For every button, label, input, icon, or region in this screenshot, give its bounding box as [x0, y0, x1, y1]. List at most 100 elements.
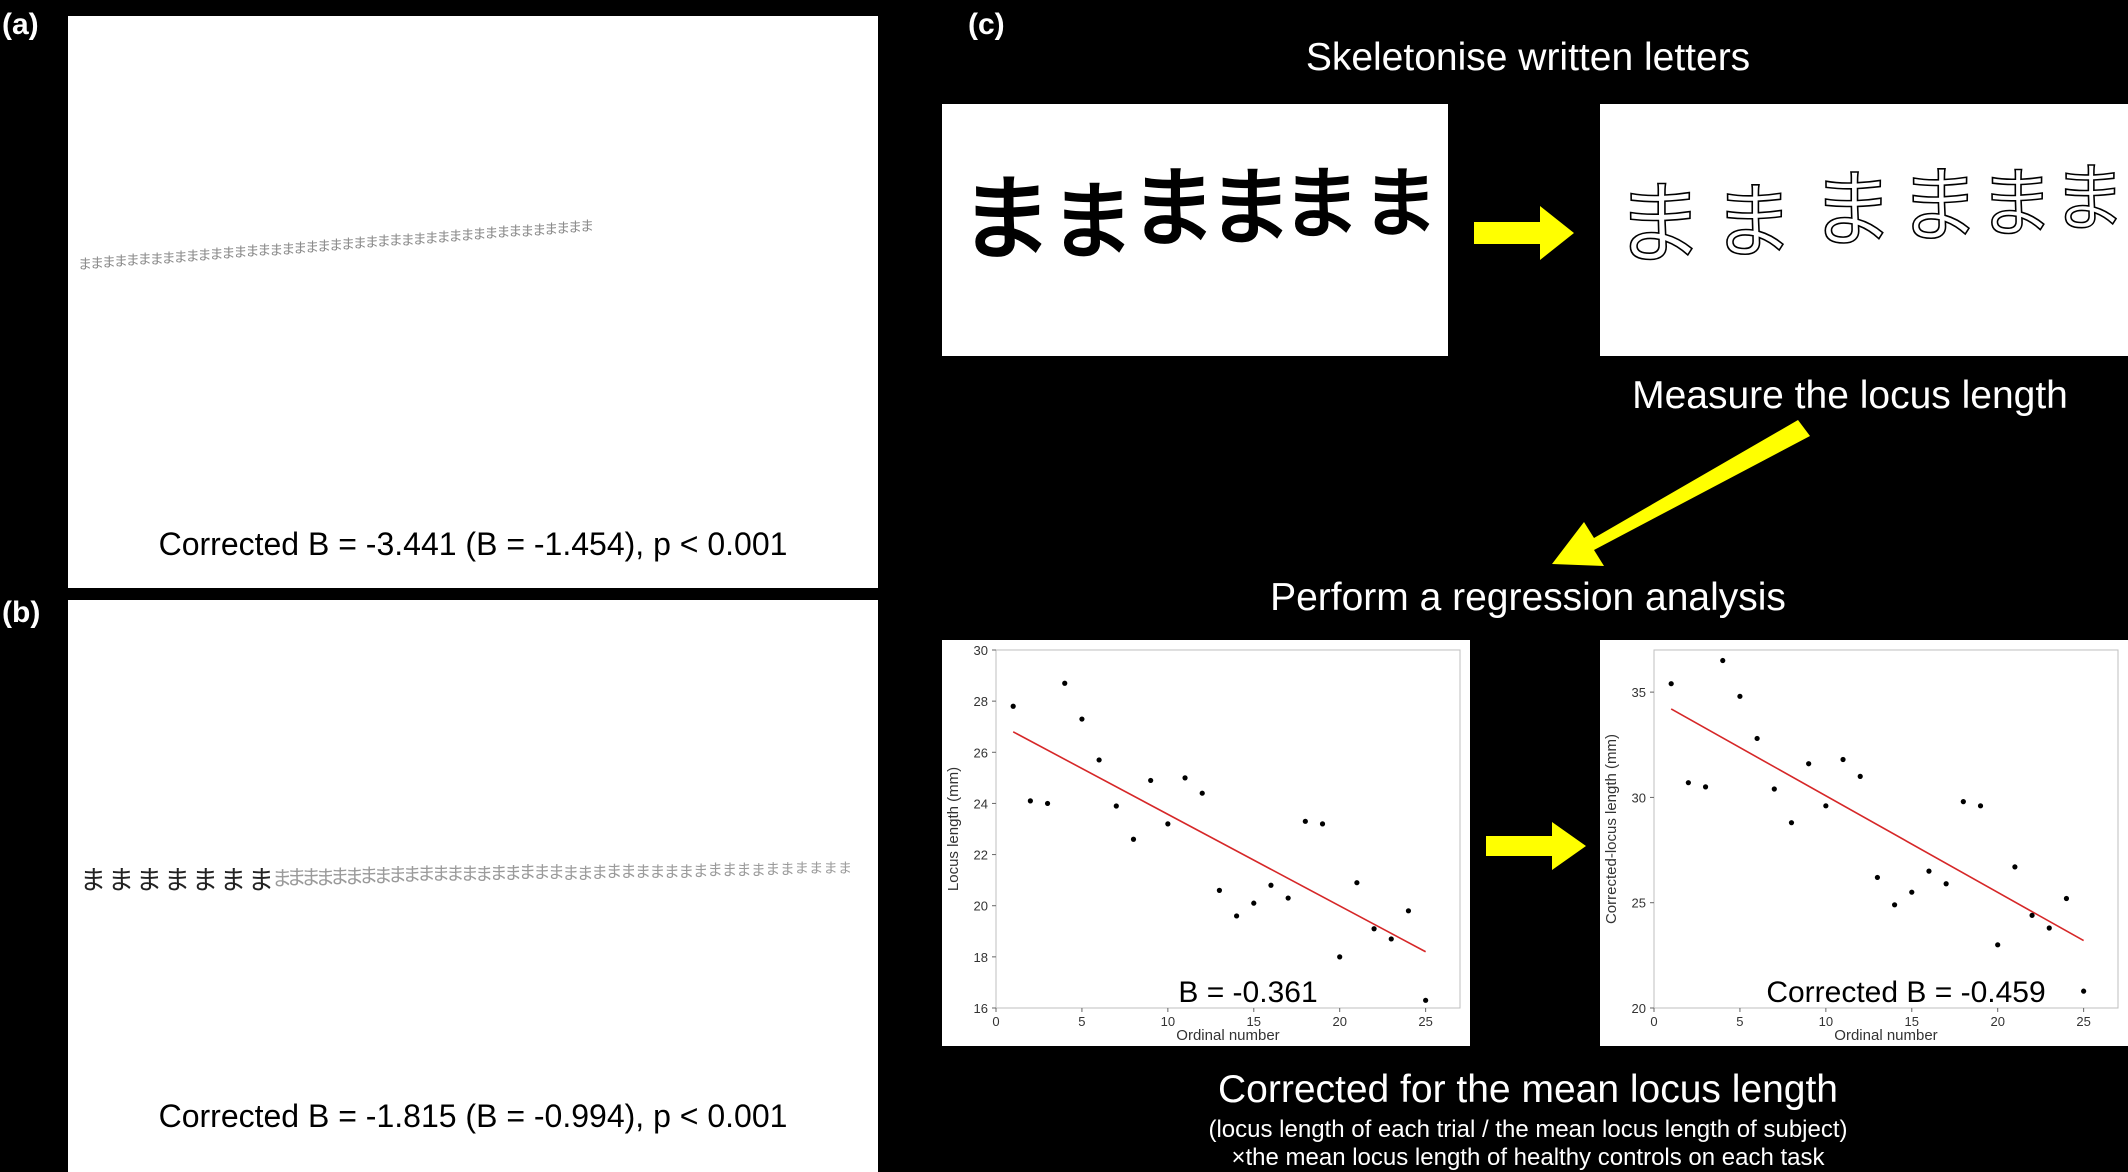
handwritten-glyph: ま — [568, 219, 583, 236]
panel-b-caption: Corrected B = -1.815 (B = -0.994), p < 0… — [158, 1098, 788, 1134]
data-point — [1285, 895, 1291, 901]
data-point — [1096, 757, 1102, 763]
plot-frame — [1653, 649, 2119, 1009]
y-tick-label: 30 — [1632, 790, 1646, 805]
data-point — [1806, 761, 1812, 767]
written-glyph: ま — [1208, 159, 1293, 257]
regression-line — [1670, 708, 2085, 942]
handwritten-glyph: ま — [359, 865, 379, 888]
step3-title: Perform a regression analysis — [1270, 576, 1786, 619]
x-tick-label: 15 — [1247, 1014, 1261, 1029]
handwritten-glyph: ま — [352, 236, 367, 253]
handwritten-glyph: ま — [78, 257, 92, 273]
data-point — [1840, 756, 1846, 763]
data-point — [1668, 681, 1674, 687]
step4-note-line1: (locus length of each trial / the mean l… — [1208, 1116, 1848, 1143]
data-point — [1995, 942, 2001, 948]
handwritten-glyph: ま — [533, 863, 551, 884]
handwritten-glyph: ま — [301, 865, 321, 889]
x-tick-label: 20 — [1332, 1014, 1346, 1029]
chart-background — [942, 640, 1470, 1046]
panel-c-label: (c) — [968, 8, 1005, 41]
handwritten-glyph: ま — [388, 864, 407, 886]
data-point — [1720, 657, 1726, 664]
handwritten-glyph: ま — [489, 863, 508, 884]
handwritten-glyph: ま — [484, 226, 499, 243]
y-tick-label: 30 — [974, 643, 988, 658]
data-point — [1702, 784, 1709, 790]
y-tick-label: 20 — [1632, 1001, 1646, 1016]
panel-b-label: (b) — [2, 596, 41, 629]
x-axis-label: Ordinal number — [1176, 1027, 1279, 1044]
skeleton-letters-image: まままままま — [1600, 104, 2128, 356]
handwritten-glyph: ま — [448, 228, 463, 245]
handwritten-glyph: ま — [605, 862, 623, 882]
panel-a-image: まままままままままままままままままままままままままままままままままままままままま… — [68, 16, 878, 588]
corrected-locus-length-chart: 0 5 10 15 20 25 20 25 30 35 Ordinal number Correcte… — [1600, 640, 2128, 1046]
handwritten-glyph: ま — [838, 861, 852, 877]
handwritten-glyph: ま — [364, 235, 379, 252]
y-tick-label: 35 — [1632, 685, 1646, 700]
data-point — [1371, 926, 1377, 932]
handwritten-glyph: ま — [678, 861, 695, 881]
handwritten-glyph: ま — [137, 252, 152, 269]
handwritten-glyph: ま — [149, 251, 164, 268]
data-point — [1113, 803, 1119, 809]
arrow-diagonal-icon — [1552, 420, 1810, 566]
data-point — [1302, 818, 1308, 824]
step4-title: Corrected for the mean locus length — [1217, 1068, 1838, 1111]
skeleton-glyph: ま — [2051, 156, 2127, 242]
plot-frame — [995, 649, 1461, 1009]
x-tick-label: 25 — [2076, 1014, 2090, 1029]
x-tick-label: 10 — [1819, 1014, 1833, 1029]
data-point — [1148, 777, 1154, 784]
handwriting-row-b: まままままままままままままままままままままままままままままままままままままままま… — [68, 600, 878, 1172]
step2-title: Measure the locus length — [1632, 374, 2068, 417]
handwritten-glyph: ま — [233, 245, 248, 262]
data-point — [1823, 803, 1829, 809]
handwriting-row-a: まままままままままままままままままままままままままままままままままままままままま… — [68, 16, 878, 588]
handwritten-glyph: ま — [707, 861, 723, 880]
x-tick-label: 10 — [1161, 1014, 1175, 1029]
data-point — [2046, 925, 2052, 931]
data-point — [1926, 868, 1932, 874]
written-glyph: ま — [1130, 159, 1216, 259]
handwritten-glyph: ま — [257, 243, 272, 260]
y-tick-label: 28 — [974, 694, 988, 709]
panel-a-caption: Corrected B = -3.441 (B = -1.454), p < 0… — [158, 526, 788, 562]
handwritten-glyph: ま — [173, 249, 188, 266]
written-glyph: ま — [1362, 159, 1438, 248]
handwritten-glyph: ま — [556, 220, 571, 237]
handwritten-glyph: ま — [269, 242, 284, 259]
handwritten-glyph: ま — [161, 250, 176, 267]
handwritten-glyph: ま — [520, 223, 535, 240]
handwritten-glyph: ま — [417, 864, 436, 886]
data-point — [2081, 988, 2087, 994]
x-tick-label: 0 — [992, 1014, 999, 1029]
handwritten-glyph: ま — [373, 864, 393, 887]
handwritten-glyph: ま — [400, 232, 415, 249]
handwritten-glyph: ま — [736, 861, 752, 880]
data-point — [1754, 735, 1760, 742]
data-point — [1319, 821, 1326, 827]
handwritten-glyph: ま — [431, 864, 450, 886]
written-letters-image: まままままま — [942, 104, 1448, 356]
x-tick-label: 15 — [1905, 1014, 1919, 1029]
handwritten-glyph: ま — [750, 860, 766, 879]
handwritten-glyph: ま — [281, 241, 296, 258]
handwritten-glyph: ま — [220, 866, 247, 896]
handwritten-glyph: ま — [340, 237, 355, 254]
handwritten-glyph: ま — [221, 246, 236, 263]
handwritten-glyph: ま — [136, 866, 163, 896]
skeleton-glyph: ま — [1711, 175, 1795, 270]
handwritten-glyph: ま — [532, 222, 547, 239]
x-tick-label: 20 — [1990, 1014, 2004, 1029]
handwritten-glyph: ま — [765, 860, 781, 878]
data-point — [1685, 780, 1691, 786]
x-tick-label: 5 — [1078, 1014, 1085, 1029]
handwritten-glyph: ま — [721, 861, 738, 880]
y-tick-label: 26 — [974, 745, 988, 760]
handwritten-glyph: ま — [209, 247, 224, 264]
data-point — [1891, 902, 1898, 908]
skeleton-glyph: ま — [1897, 159, 1981, 254]
